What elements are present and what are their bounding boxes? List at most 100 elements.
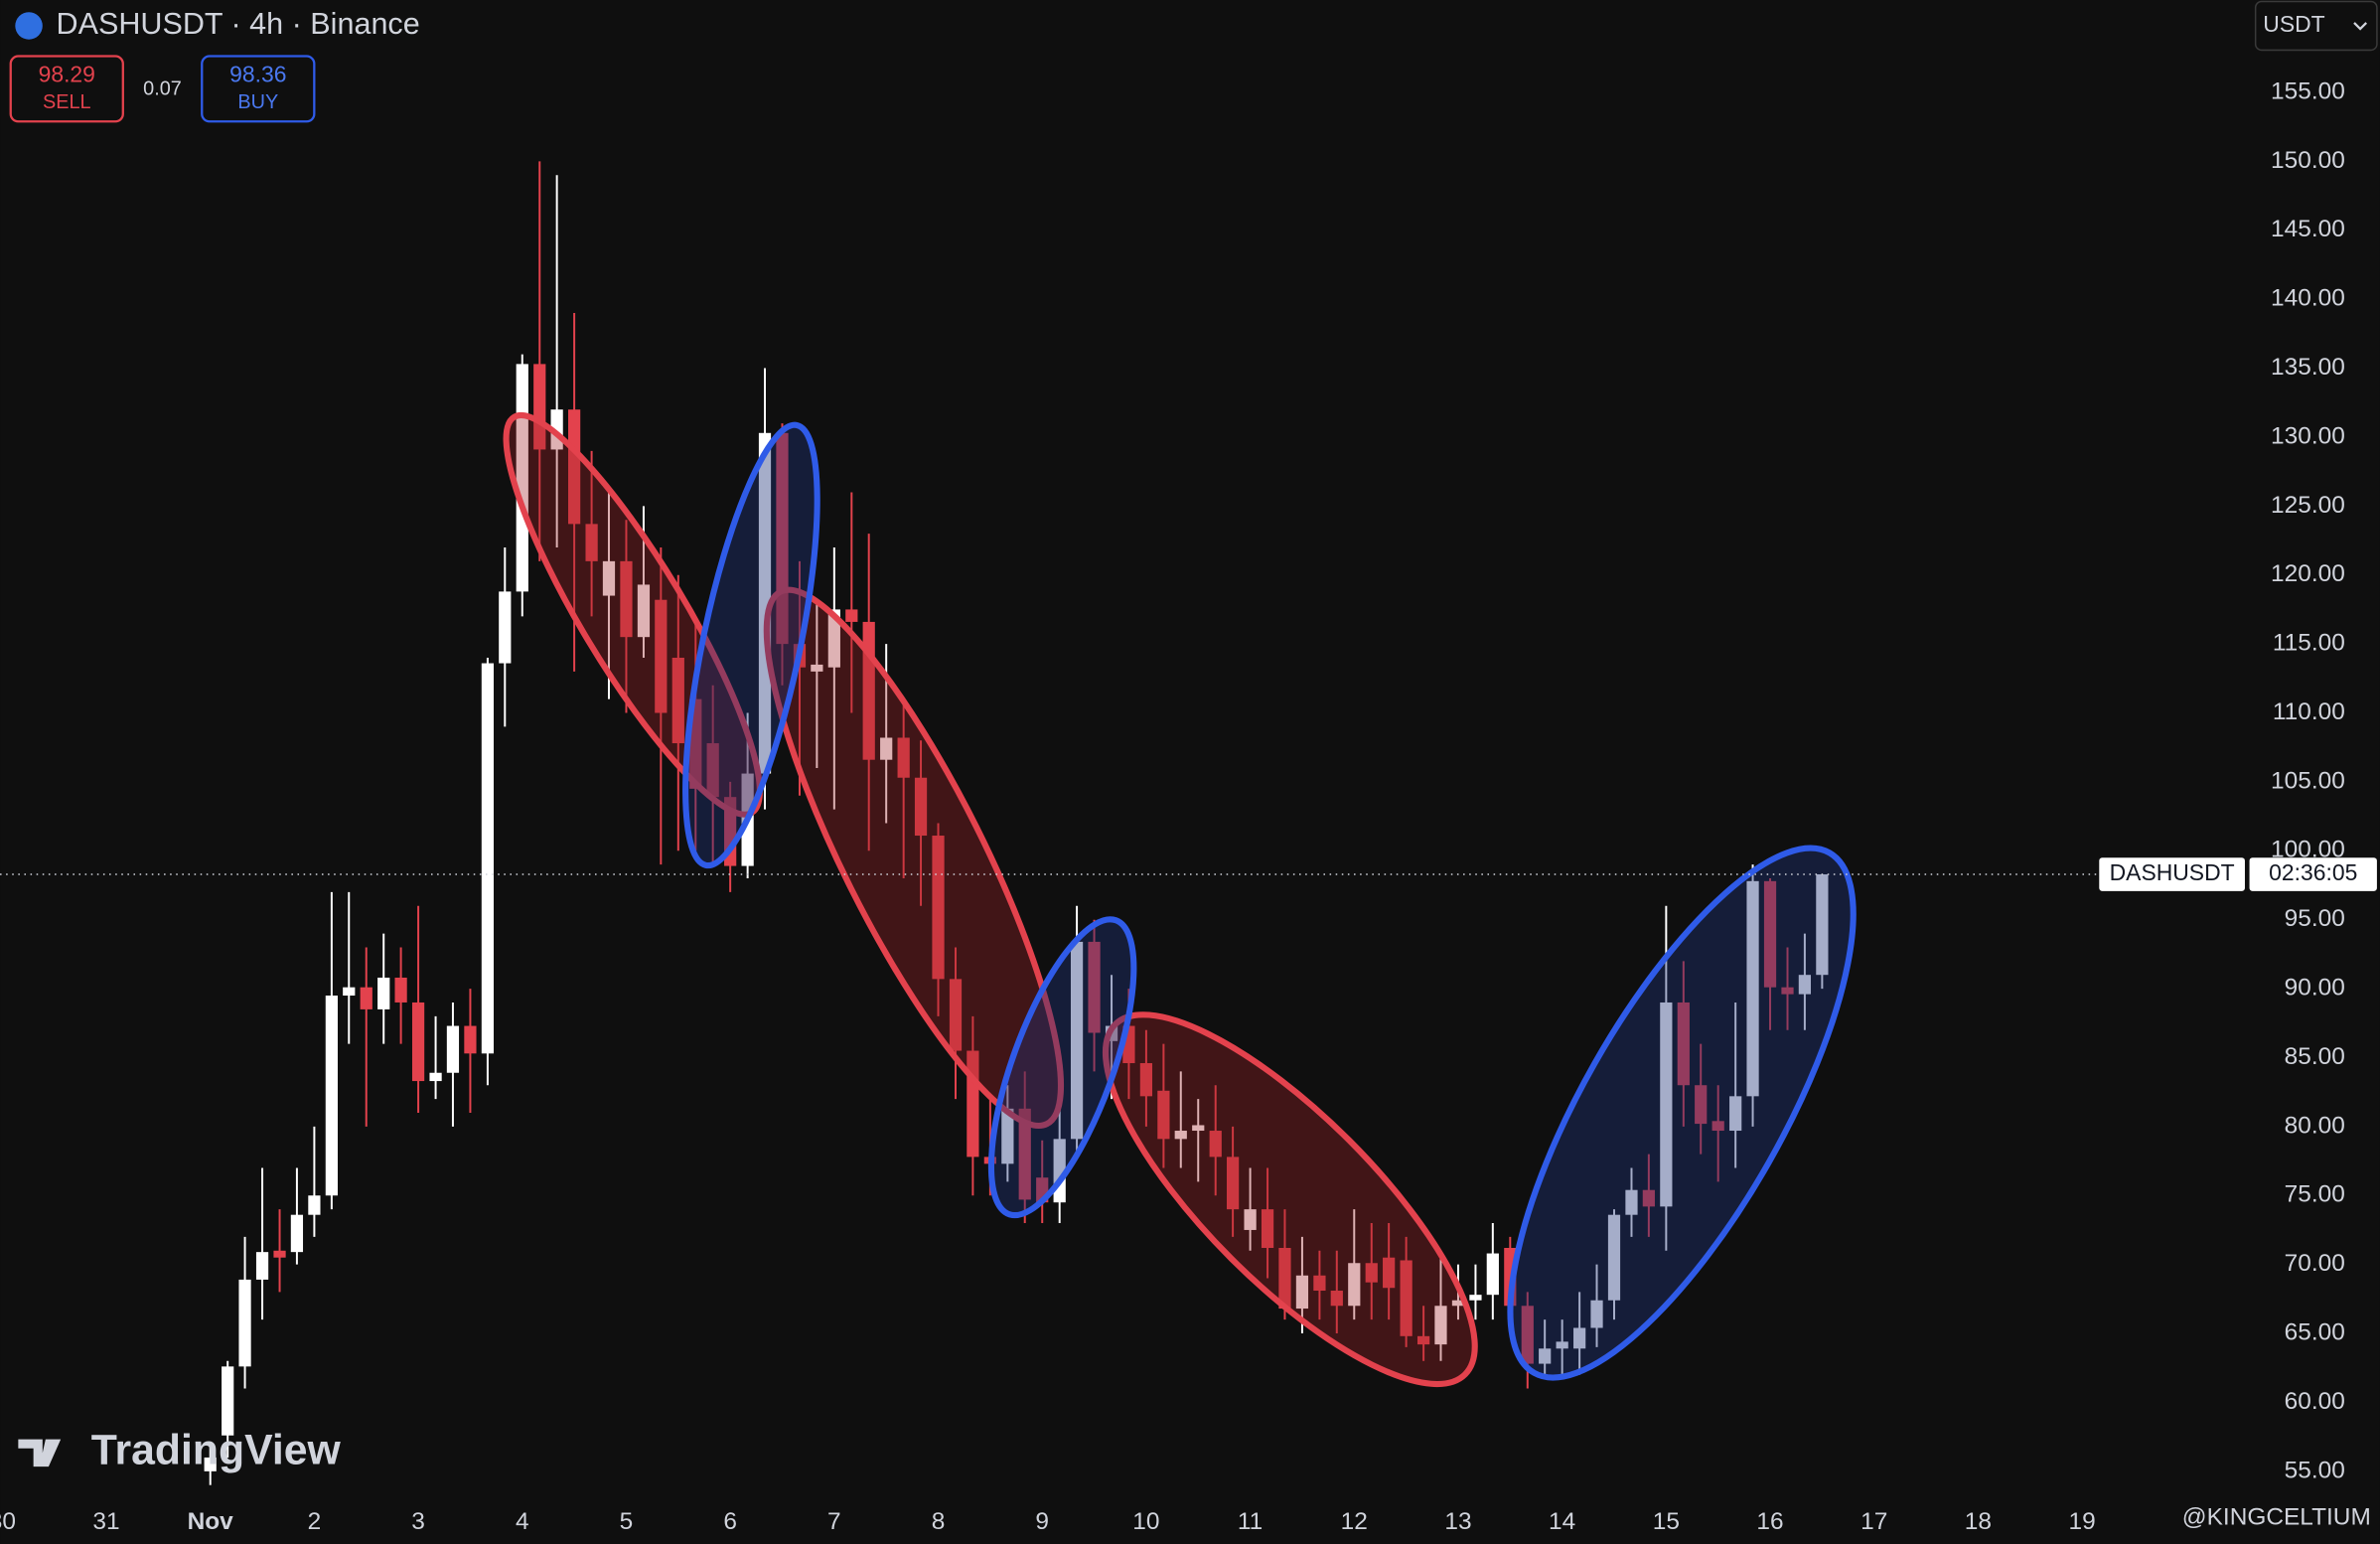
candle-body [811, 664, 823, 672]
candle-body [1660, 1002, 1673, 1207]
currency: USDT [2263, 11, 2324, 37]
x-tick-label: 16 [1756, 1508, 1783, 1535]
candle-body [671, 657, 684, 744]
candle-body [1157, 1090, 1170, 1140]
candle-body [1642, 1189, 1655, 1207]
candle-body [516, 364, 528, 592]
candle-body [255, 1252, 269, 1280]
blue-ellipse [682, 421, 820, 869]
x-tick-label: 2 [308, 1508, 322, 1535]
candle-body [1018, 1108, 1031, 1200]
y-tick-label: 90.00 [2285, 975, 2345, 1002]
x-tick-label: 14 [1549, 1508, 1575, 1535]
candle-body [1088, 941, 1101, 1033]
candle-body [949, 979, 963, 1051]
y-tick-label: 145.00 [2271, 216, 2345, 242]
candle-body [585, 524, 598, 561]
candle-body [1798, 975, 1812, 995]
logo-mark [18, 1439, 62, 1467]
y-tick-label: 70.00 [2285, 1250, 2345, 1277]
blue-ellipse [987, 916, 1137, 1219]
candle-body [1469, 1295, 1482, 1301]
candle-body [377, 977, 390, 1009]
candle-body [1451, 1300, 1465, 1307]
candle-body [1192, 1125, 1205, 1132]
candle-body [360, 987, 372, 1009]
y-tick-label: 140.00 [2271, 285, 2345, 312]
y-tick-label: 135.00 [2271, 354, 2345, 381]
currency-dropdown[interactable] [2254, 0, 2378, 52]
candle-body [1486, 1253, 1499, 1296]
candle-body [499, 591, 512, 664]
y-tick-label: 60.00 [2285, 1388, 2345, 1415]
candle-body [1607, 1214, 1621, 1301]
candle-body [1244, 1209, 1257, 1230]
candle-body [1313, 1275, 1326, 1292]
spread: 0.07 [143, 77, 182, 99]
candle-body [1711, 1121, 1724, 1132]
plot-area [204, 161, 1829, 1485]
x-tick-label: 31 [92, 1508, 119, 1535]
blue-ellipse [1507, 845, 1857, 1381]
axes: 55.00 60.00 65.00 70.00 75.00 80.00 85.00 90.00… [0, 77, 2377, 1535]
candle-body [827, 609, 840, 668]
x-tick-label: 10 [1132, 1508, 1159, 1535]
candle-body [1365, 1263, 1378, 1283]
x-tick-label: 6 [723, 1508, 737, 1535]
buy-button[interactable] [201, 55, 316, 123]
candle-body [1278, 1247, 1291, 1310]
candle-body [620, 560, 633, 638]
candle-body [1695, 1085, 1708, 1125]
y-tick-label: 75.00 [2285, 1181, 2345, 1208]
buy-label: BUY [237, 91, 278, 113]
candle-body [1781, 987, 1794, 995]
candle-body [394, 977, 407, 1003]
sell-button[interactable] [9, 55, 124, 123]
y-tick-label: 115.00 [2273, 630, 2345, 657]
y-tick-label: 95.00 [2285, 905, 2345, 932]
x-tick-label: 17 [1860, 1508, 1887, 1535]
x-tick-label: 11 [1238, 1508, 1263, 1535]
sell-price: 98.29 [39, 61, 95, 86]
candle-body [1539, 1348, 1552, 1364]
candle-body [238, 1279, 251, 1367]
candle-body [290, 1214, 304, 1253]
candle-body [1209, 1131, 1222, 1158]
candle-body [602, 560, 616, 596]
candle-body [1400, 1260, 1413, 1336]
red-ellipse [763, 586, 1065, 1130]
candle-body [1556, 1341, 1568, 1349]
x-tick-label: 30 [0, 1508, 16, 1535]
y-tick-label: 105.00 [2271, 767, 2345, 794]
y-tick-label: 155.00 [2271, 77, 2345, 104]
candle-body [914, 777, 928, 837]
candle-body [1001, 1108, 1014, 1164]
x-tick-label: 5 [620, 1508, 634, 1535]
candle-body [1763, 880, 1777, 988]
x-tick-label: 13 [1444, 1508, 1471, 1535]
candle-body [897, 737, 910, 778]
candle-body [411, 1002, 425, 1082]
y-tick-label: 120.00 [2271, 560, 2345, 587]
candle-body [1590, 1300, 1603, 1328]
x-tick-label: 15 [1653, 1508, 1680, 1535]
candle-body [1348, 1263, 1361, 1307]
countdown: 02:36:05 [2269, 859, 2357, 885]
candle-body [655, 599, 668, 713]
candle-body [637, 584, 651, 638]
x-tick-label: 4 [516, 1508, 529, 1535]
candle-body [1330, 1291, 1343, 1307]
candle-body [1746, 880, 1759, 1097]
candle-body [568, 409, 581, 525]
candle-body [222, 1366, 234, 1436]
candle-body [273, 1250, 286, 1258]
x-tick-label: 12 [1341, 1508, 1368, 1535]
candle-body [1816, 874, 1829, 976]
candle-body [1295, 1275, 1309, 1310]
candle-body [1416, 1335, 1430, 1345]
candle-body [1139, 1063, 1153, 1097]
y-tick-label: 150.00 [2271, 147, 2345, 174]
logo-text: TradingView [91, 1427, 342, 1474]
candle-body [1573, 1327, 1586, 1349]
